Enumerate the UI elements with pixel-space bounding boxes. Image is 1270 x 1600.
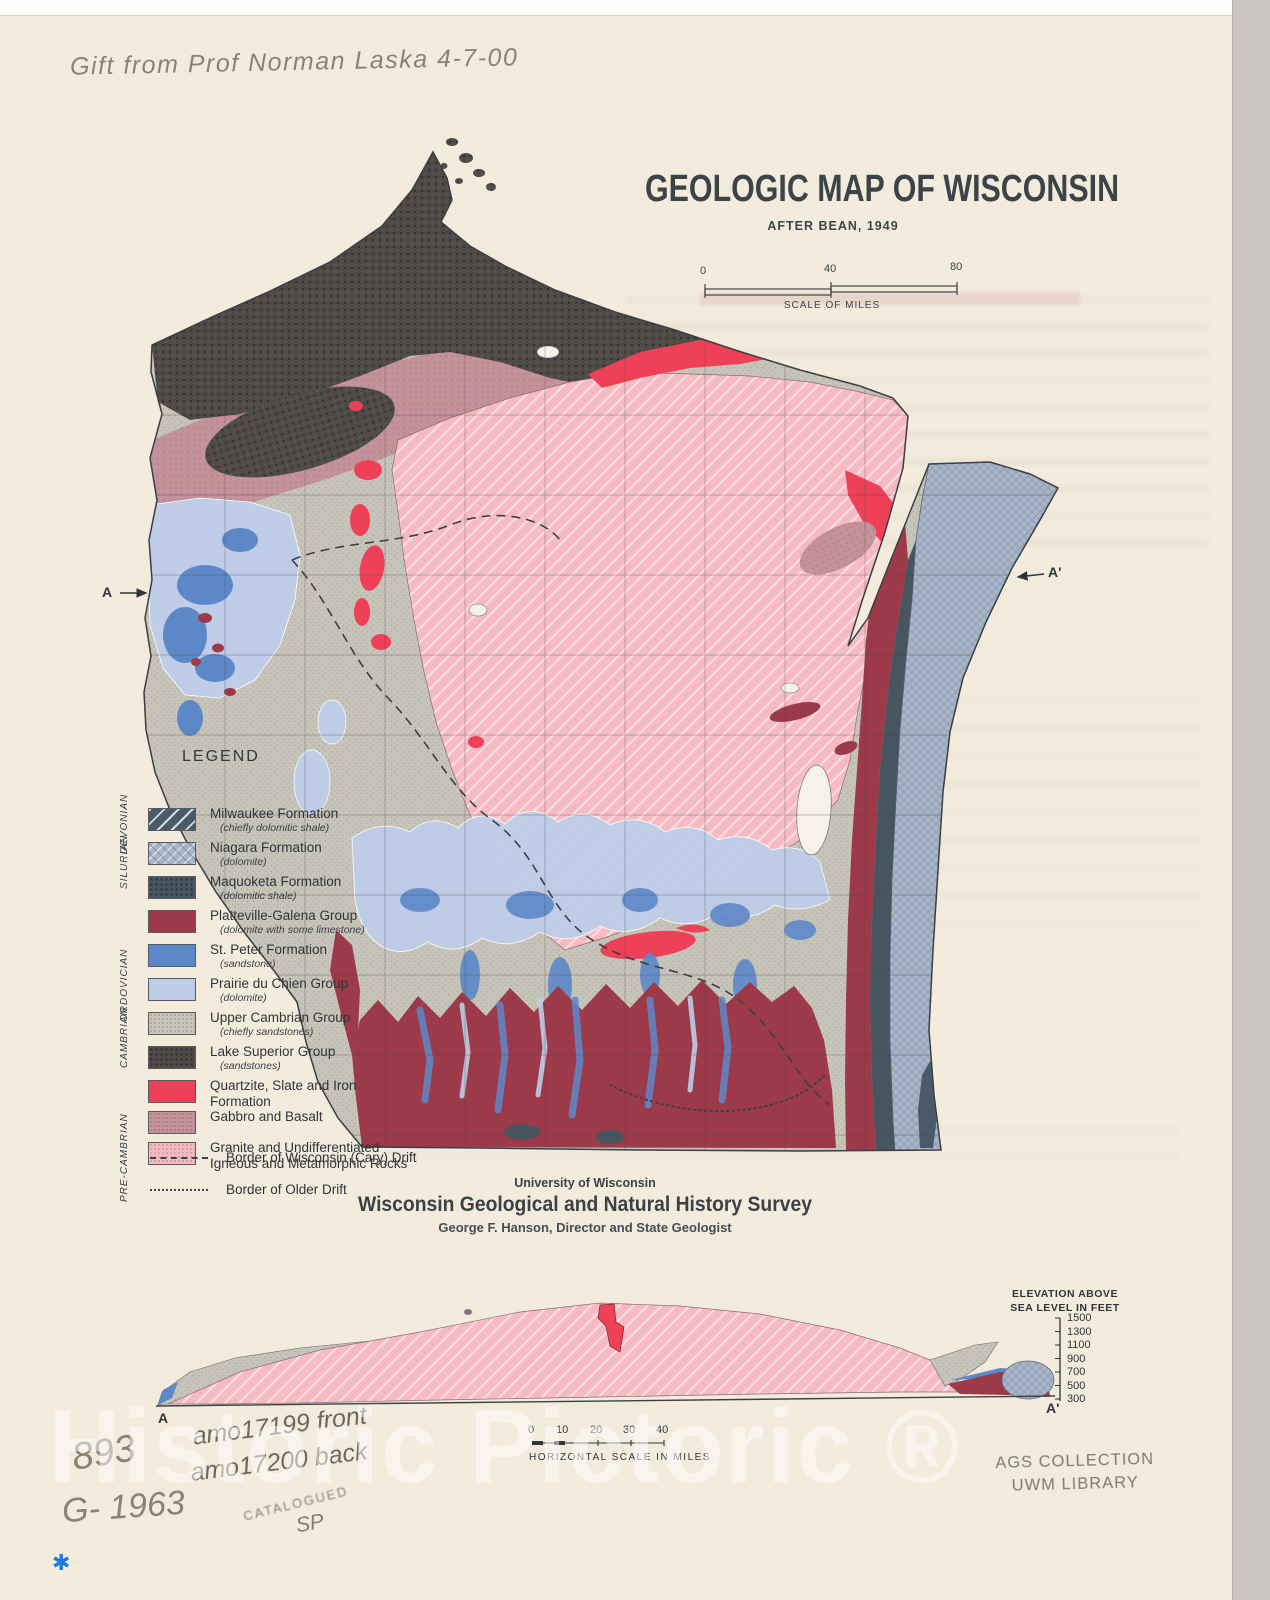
scan-edge-top: [0, 0, 1232, 16]
publisher-block: University of Wisconsin Wisconsin Geolog…: [320, 1176, 850, 1235]
h-scale-tick-label: 20: [590, 1424, 603, 1436]
elevation-tick-label: 500: [1067, 1379, 1086, 1392]
elevation-tick-label: 700: [1067, 1366, 1086, 1378]
dashed-line-sample: [150, 1156, 208, 1159]
blue-asterisk-mark: ✱: [52, 1550, 71, 1575]
legend-item: Prairie du Chien Group (dolomite): [148, 976, 408, 1010]
west-stpeter-patches: [163, 528, 258, 736]
legend-item: Maquoketa Formation (dolomitic shale): [148, 874, 408, 908]
legend-swatch: [148, 1046, 196, 1069]
era-label: PRE-CAMBRIAN: [119, 1113, 130, 1203]
legend-item-label: Gabbro and Basalt: [210, 1109, 323, 1124]
era-label: CAMBRIAN: [119, 1007, 130, 1069]
legend-swatch: [148, 1080, 196, 1103]
legend-item-sublabel: (sandstones): [220, 1059, 281, 1072]
legend-swatch: [148, 808, 196, 831]
legend-line-older-drift: Border of Older Drift: [150, 1182, 347, 1197]
legend-item: St. Peter Formation (sandstone): [148, 942, 408, 976]
xsec-label-a: A: [158, 1410, 169, 1426]
scale-tick-40: 40: [824, 263, 837, 275]
legend-item-label: Granite and Undifferentiated Igneous and…: [210, 1140, 408, 1171]
era-label: SILURIAN: [119, 834, 130, 890]
legend-item: Platteville-Galena Group (dolomite with s…: [148, 908, 408, 942]
section-label-a-prime: A': [1048, 564, 1062, 580]
stamp-initials: SP: [294, 1509, 326, 1538]
publisher-university: University of Wisconsin: [514, 1176, 656, 1190]
legend-item-label: Prairie du Chien Group: [210, 976, 349, 991]
legend-swatch: [148, 1012, 196, 1035]
legend-item-label: Maquoketa Formation: [210, 874, 342, 889]
legend-line-cary-drift: Border of Wisconsin (Cary) Drift: [150, 1150, 417, 1165]
legend-item: Granite and Undifferentiated Igneous and…: [148, 1140, 408, 1182]
elevation-tick-label: 300: [1067, 1393, 1086, 1405]
elevation-axis-title: ELEVATION ABOVE SEA LEVEL IN FEET: [1010, 1288, 1120, 1314]
legend-item-sublabel: (dolomite): [220, 855, 267, 868]
legend-item-sublabel: (dolomite): [220, 991, 267, 1004]
cross-section: [155, 1302, 1061, 1446]
legend-item: Niagara Formation (dolomite): [148, 840, 408, 874]
legend-item-sublabel: (dolomitic shale): [220, 889, 297, 902]
scale-bar: [704, 282, 958, 298]
legend-item-label: Upper Cambrian Group: [210, 1010, 351, 1025]
legend-item-label: Quartzite, Slate and Iron Formation: [210, 1078, 357, 1109]
legend-line-label: Border of Older Drift: [226, 1182, 347, 1197]
legend: Milwaukee Formation (chiefly dolomitic sh…: [148, 806, 408, 1182]
legend-item: Upper Cambrian Group (chiefly sandstones): [148, 1010, 408, 1044]
county-lines: [144, 300, 1058, 1151]
legend-item: Milwaukee Formation (chiefly dolomitic sh…: [148, 806, 408, 840]
legend-item: Lake Superior Group (sandstones): [148, 1044, 408, 1078]
state-outline: [143, 150, 1060, 1152]
scale-tick-0: 0: [700, 265, 707, 277]
map-title: GEOLOGIC MAP OF WISCONSIN: [645, 168, 1120, 210]
quartzite-outcrops: [349, 401, 710, 960]
legend-swatch: [148, 910, 196, 933]
elevation-tick-label: 1500: [1067, 1312, 1092, 1324]
elevation-tick-label: 900: [1067, 1352, 1086, 1365]
drift-borders: [291, 514, 831, 1113]
publisher-director: George F. Hanson, Director and State Geo…: [438, 1220, 732, 1235]
legend-line-label: Border of Wisconsin (Cary) Drift: [226, 1150, 417, 1165]
legend-swatch: [148, 1111, 196, 1134]
section-label-a: A: [102, 584, 113, 600]
legend-item-sublabel: (chiefly dolomitic shale): [220, 821, 330, 834]
xsec-label-a-prime: A': [1046, 1400, 1060, 1416]
h-scale-tick-label: 0: [528, 1424, 535, 1436]
apostle-islands: [440, 138, 496, 191]
west-red-spots: [191, 613, 236, 696]
scan-edge-right: [1232, 0, 1270, 1600]
legend-item-label: Niagara Formation: [210, 840, 322, 855]
sw-valley-dendrites: [416, 995, 732, 1119]
legend-swatch: [148, 1142, 196, 1165]
legend-swatch: [148, 876, 196, 899]
horizontal-scale-label: HORIZONTAL SCALE IN MILES: [529, 1452, 711, 1463]
legend-item: Gabbro and Basalt: [148, 1109, 408, 1140]
legend-swatch: [148, 842, 196, 865]
h-scale-tick-label: 40: [656, 1424, 669, 1436]
elevation-tick-label: 1300: [1067, 1325, 1092, 1338]
elevation-tick-label: 1100: [1067, 1339, 1091, 1351]
h-scale-tick-label: 10: [556, 1424, 569, 1436]
legend-item-label: Platteville-Galena Group: [210, 908, 358, 923]
scale-tick-80: 80: [950, 261, 963, 273]
watermark-text: Historic Pictoric ®: [48, 1389, 961, 1505]
legend-item: Quartzite, Slate and Iron Formation: [148, 1078, 408, 1109]
legend-item-sublabel: (chiefly sandstones): [220, 1025, 314, 1038]
map-subtitle: AFTER BEAN, 1949: [767, 219, 899, 233]
legend-title: LEGEND: [182, 748, 260, 765]
legend-swatch: [148, 944, 196, 967]
scale-of-miles-label: SCALE OF MILES: [783, 300, 881, 311]
dotted-line-sample: [150, 1188, 208, 1191]
map-title-block: GEOLOGIC MAP OF WISCONSIN AFTER BEAN, 19…: [598, 168, 1120, 233]
section-arrow-a-prime: [1016, 571, 1045, 581]
legend-item-label: Lake Superior Group: [210, 1044, 336, 1059]
legend-item-label: Milwaukee Formation: [210, 806, 339, 821]
legend-item-label: St. Peter Formation: [210, 942, 328, 957]
legend-item-sublabel: (dolomite with some limestone): [220, 923, 365, 936]
h-scale-tick-label: 30: [623, 1424, 636, 1436]
legend-item-sublabel: (sandstone): [220, 957, 276, 970]
legend-swatch: [148, 978, 196, 1001]
publisher-survey: Wisconsin Geological and Natural History…: [358, 1193, 812, 1216]
